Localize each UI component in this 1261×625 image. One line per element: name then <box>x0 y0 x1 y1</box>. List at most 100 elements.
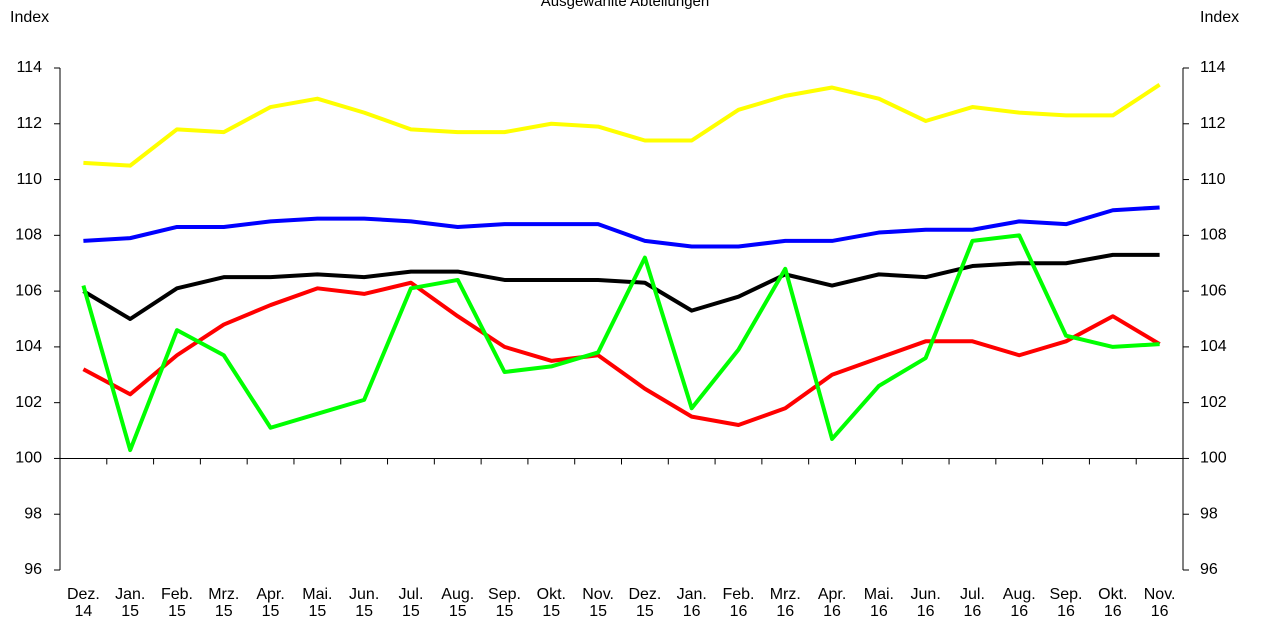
y-tick-label: 98 <box>24 505 42 522</box>
x-tick-label-line: 14 <box>74 603 92 620</box>
y2-tick-label: 110 <box>1200 171 1226 188</box>
x-tick-label-line: Apr. <box>818 586 846 603</box>
x-tick-label: Jan. 16 <box>677 586 707 620</box>
x-tick-label: Jul. 15 <box>398 586 423 620</box>
x-tick-label-line: Dez. <box>67 586 100 603</box>
y-tick-label: 104 <box>15 338 42 355</box>
y2-tick-label: 104 <box>1200 338 1227 355</box>
x-tick-label-line: Jun. <box>349 586 379 603</box>
y-tick-label: 112 <box>16 115 42 132</box>
series-line <box>83 205 1160 249</box>
x-tick-label: Okt. 15 <box>537 586 566 620</box>
x-tick-label-line: 16 <box>776 603 794 620</box>
x-tick-label-line: 15 <box>215 603 233 620</box>
y2-axis-label: Index <box>1200 9 1239 26</box>
x-tick-label-line: Dez. <box>628 586 661 603</box>
x-tick-label-line: 16 <box>1057 603 1075 620</box>
x-tick-label-line: 16 <box>1151 603 1169 620</box>
x-tick-label: Mai. 15 <box>302 586 332 620</box>
x-tick-label-line: 16 <box>823 603 841 620</box>
y2-tick-label: 98 <box>1200 505 1218 522</box>
y2-tick-label: 108 <box>1200 227 1227 244</box>
x-tick-label-line: Sep. <box>1050 586 1083 603</box>
y2-tick-label: 106 <box>1200 282 1227 299</box>
x-tick-label-line: Okt. <box>537 586 566 603</box>
x-tick-label: Apr. 16 <box>818 586 846 620</box>
x-tick-label-line: 15 <box>542 603 560 620</box>
x-tick-label-line: Nov. <box>1144 586 1176 603</box>
x-tick-label-line: 15 <box>449 603 467 620</box>
x-tick-label-line: 16 <box>1010 603 1028 620</box>
x-tick-label: Feb. 16 <box>722 586 754 620</box>
x-tick-label: Jun. 16 <box>911 586 941 620</box>
x-tick-label-line: Jul. <box>398 586 423 603</box>
x-tick-label-line: 15 <box>355 603 373 620</box>
x-tick-label: Apr. 15 <box>256 586 284 620</box>
x-tick-label: Aug. 16 <box>1003 586 1036 620</box>
y-tick-label: 110 <box>16 171 42 188</box>
y-tick-label: 108 <box>15 227 42 244</box>
x-tick-label: Okt. 16 <box>1098 586 1127 620</box>
x-tick-label: Jun. 15 <box>349 586 379 620</box>
y-tick-label: 106 <box>15 282 42 299</box>
x-tick-label-line: Jan. <box>115 586 145 603</box>
x-tick-label: Feb. 15 <box>161 586 193 620</box>
x-tick-label-line: Jun. <box>911 586 941 603</box>
x-tick-label-line: Mrz. <box>770 586 801 603</box>
y2-tick-label: 102 <box>1200 394 1227 411</box>
x-tick-label-line: Feb. <box>161 586 193 603</box>
x-tick-label-line: 16 <box>964 603 982 620</box>
x-tick-label: Mrz. 16 <box>770 586 801 620</box>
x-tick-label: Sep. 15 <box>488 586 521 620</box>
series-line <box>82 252 1160 321</box>
x-tick-label: Aug. 15 <box>441 586 474 620</box>
x-tick-label-line: Aug. <box>441 586 474 603</box>
x-tick-label-line: Aug. <box>1003 586 1036 603</box>
x-tick-label-line: Nov. <box>582 586 614 603</box>
x-tick-label-line: Jul. <box>960 586 985 603</box>
x-tick-label: Jul. 16 <box>960 586 985 620</box>
x-tick-label-line: 15 <box>308 603 326 620</box>
x-tick-label-line: 15 <box>636 603 654 620</box>
chart-title: Ausgewählte Abteilungen <box>541 0 709 10</box>
y-tick-label: 114 <box>16 59 42 76</box>
x-tick-label-line: 16 <box>870 603 888 620</box>
x-tick-label-line: 16 <box>1104 603 1122 620</box>
y-tick-label: 96 <box>24 561 42 578</box>
x-tick-label-line: 15 <box>589 603 607 620</box>
x-tick-label-line: 16 <box>917 603 935 620</box>
x-tick-label: Dez. 14 <box>67 586 100 620</box>
x-tick-label-line: 15 <box>402 603 420 620</box>
x-tick-label-line: Sep. <box>488 586 521 603</box>
x-tick-label: Mrz. 15 <box>208 586 239 620</box>
y2-tick-label: 96 <box>1200 561 1218 578</box>
x-tick-label-line: 16 <box>683 603 701 620</box>
x-tick-label-line: Okt. <box>1098 586 1127 603</box>
x-tick-label-line: 15 <box>262 603 280 620</box>
x-tick-label-line: Mai. <box>302 586 332 603</box>
x-tick-label-line: Mrz. <box>208 586 239 603</box>
y2-tick-label: 112 <box>1200 115 1226 132</box>
x-tick-label-line: Jan. <box>677 586 707 603</box>
x-tick-label-line: 15 <box>168 603 186 620</box>
x-tick-label-line: 16 <box>730 603 748 620</box>
x-tick-label-line: 15 <box>121 603 139 620</box>
y-tick-label: 102 <box>15 394 42 411</box>
series-line <box>81 233 1160 453</box>
y-tick-label: 100 <box>15 450 42 467</box>
x-tick-label: Dez. 15 <box>628 586 661 620</box>
x-tick-label: Nov. 15 <box>582 586 614 620</box>
x-tick-label-line: Feb. <box>722 586 754 603</box>
series-line <box>82 280 1161 427</box>
x-tick-label: Sep. 16 <box>1050 586 1083 620</box>
y2-tick-label: 114 <box>1200 59 1226 76</box>
series-line <box>83 83 1161 168</box>
y-axis-label: Index <box>10 9 49 26</box>
x-tick-label-line: Mai. <box>864 586 894 603</box>
x-tick-label: Mai. 16 <box>864 586 894 620</box>
x-tick-label: Nov. 16 <box>1144 586 1176 620</box>
x-tick-label-line: 15 <box>496 603 514 620</box>
y2-tick-label: 100 <box>1200 450 1227 467</box>
x-tick-label: Jan. 15 <box>115 586 145 620</box>
